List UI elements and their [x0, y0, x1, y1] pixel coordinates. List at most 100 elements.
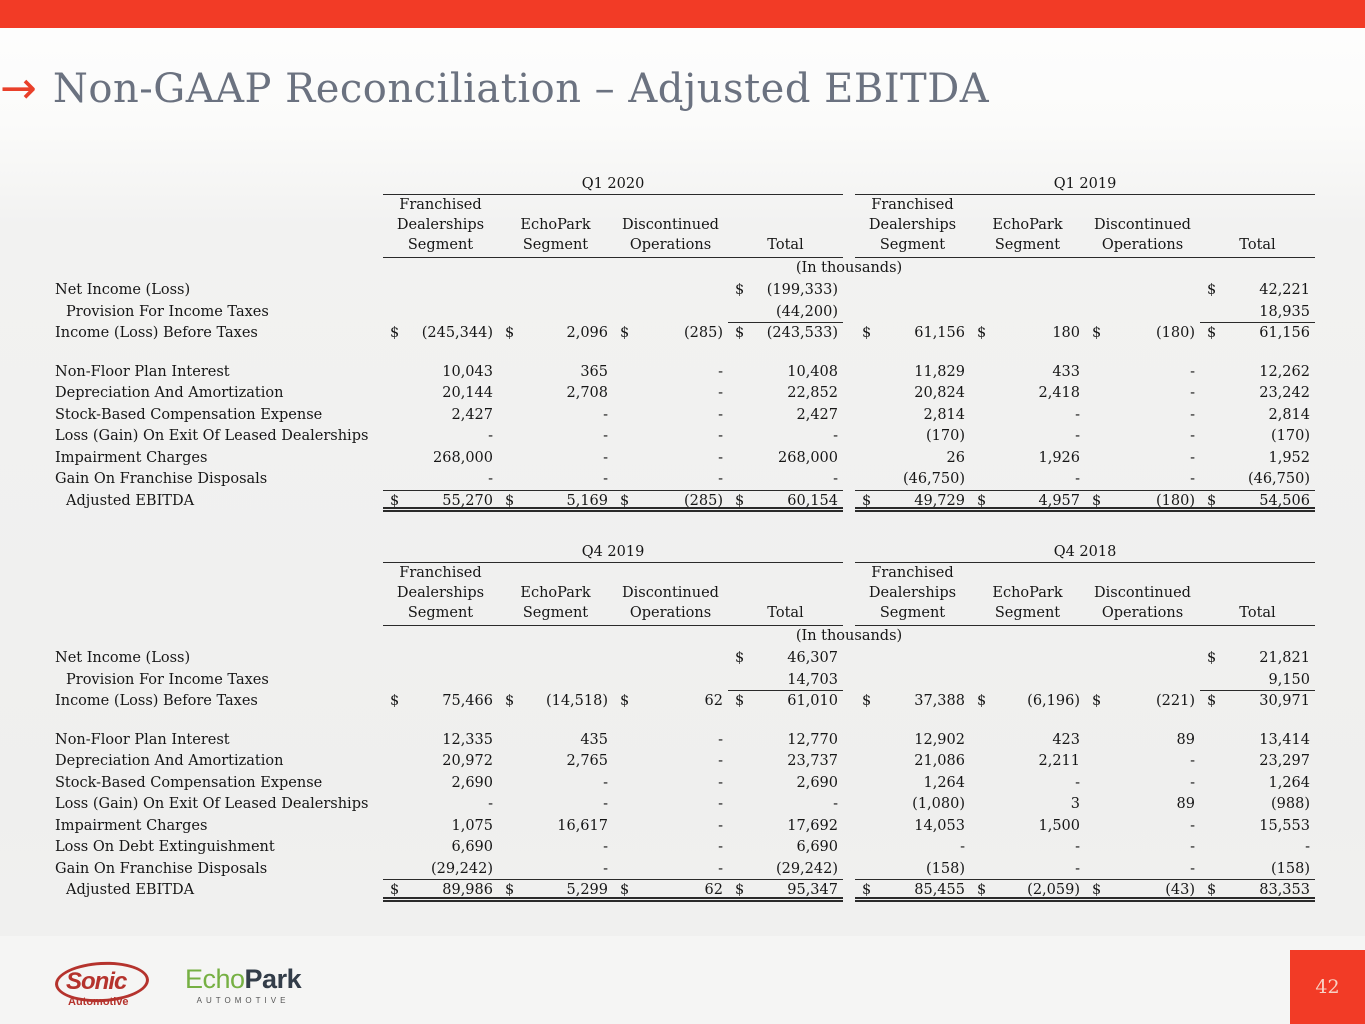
column-header-line: Discontinued — [622, 217, 719, 233]
value-cell — [613, 280, 728, 302]
value-cell: (170) — [1200, 426, 1315, 448]
cell-value: - — [603, 471, 608, 487]
value-cell: 13,414 — [1200, 730, 1315, 752]
cell-value: - — [488, 471, 493, 487]
column-header: Discontinued Operations — [1085, 563, 1200, 625]
cell-value: 2,427 — [796, 406, 838, 423]
financial-table: Q4 2019 Q4 2018 Franchised Dealerships Segme… — [55, 543, 1315, 902]
top-accent-bar — [0, 0, 1365, 28]
value-cell — [855, 302, 970, 324]
value-cell: 268,000 — [728, 448, 843, 470]
cell-value: 423 — [1052, 731, 1080, 748]
value-cell: $21,821 — [1200, 648, 1315, 670]
dollar-sign: $ — [620, 325, 630, 341]
column-headers-group: Franchised Dealerships Segment EchoPark Segm… — [383, 563, 843, 626]
group-gap — [843, 469, 855, 491]
values-group: 14,053 1,500 - 15,553 — [855, 816, 1315, 838]
value-cell: - — [613, 730, 728, 752]
column-headers-group: Franchised Dealerships Segment EchoPark Segm… — [383, 195, 843, 258]
cell-value: 23,242 — [1259, 385, 1310, 401]
column-header-line: Segment — [522, 605, 589, 621]
values-group: 9,150 — [855, 670, 1315, 691]
footer-logos: Sonic Automotive EchoPark AUTOMOTIVE — [54, 959, 302, 1008]
cell-value: 20,824 — [914, 385, 965, 401]
cell-value: (170) — [926, 428, 965, 444]
cell-value: 15,553 — [1259, 817, 1310, 834]
value-cell: - — [613, 362, 728, 384]
value-cell: $62 — [613, 880, 728, 898]
cell-value: 23,737 — [787, 753, 838, 769]
row-label: Provision For Income Taxes — [66, 671, 269, 688]
values-group: 20,824 2,418 - 23,242 — [855, 383, 1315, 405]
period-label: Q1 2020 — [383, 175, 843, 195]
cell-value: - — [1190, 406, 1195, 423]
value-cell: - — [613, 469, 728, 490]
dollar-sign: $ — [977, 882, 987, 898]
value-cell: 11,829 — [855, 362, 970, 384]
dollar-sign: $ — [1207, 282, 1217, 298]
column-header-line: EchoPark — [992, 217, 1063, 233]
column-header-line: Operations — [629, 605, 712, 621]
table-row: Impairment Charges 1,075 16,617 - 17,692 14,0… — [55, 816, 1315, 838]
value-cell: 6,690 — [383, 837, 498, 859]
cell-value: (285) — [684, 325, 723, 341]
cell-value: (14,518) — [545, 693, 608, 709]
value-cell: $75,466 — [383, 691, 498, 713]
cell-value: 1,264 — [1268, 774, 1310, 791]
value-cell: 23,297 — [1200, 751, 1315, 773]
row-label: Stock-Based Compensation Expense — [55, 406, 323, 423]
cell-value: 1,926 — [1038, 449, 1080, 466]
dollar-sign: $ — [1207, 325, 1217, 341]
values-group: $21,821 — [855, 648, 1315, 670]
dollar-sign: $ — [1207, 693, 1217, 709]
row-label-spacer — [55, 626, 383, 648]
column-header-line: Segment — [522, 237, 589, 253]
cell-value: (2,059) — [1027, 882, 1080, 898]
cell-value: 6,690 — [796, 839, 838, 855]
cell-value: 4,957 — [1038, 492, 1080, 509]
value-cell: $61,156 — [855, 323, 970, 345]
value-cell: $ (245,344) — [383, 323, 498, 345]
value-cell — [383, 280, 498, 302]
cell-value: (46,750) — [1247, 471, 1310, 487]
sonic-logo: Sonic Automotive — [54, 959, 151, 1008]
value-cell: $49,729 — [855, 491, 970, 509]
cell-value: (245,344) — [421, 325, 493, 341]
column-header: Discontinued Operations — [613, 195, 728, 257]
cell-value: 89 — [1176, 796, 1195, 812]
value-cell: - — [613, 794, 728, 816]
column-header: Total — [728, 563, 843, 625]
dollar-sign: $ — [620, 882, 630, 898]
cell-value: 1,500 — [1038, 817, 1080, 834]
cell-value: - — [718, 449, 723, 466]
value-cell: 6,690 — [728, 837, 843, 859]
cell-value: - — [603, 428, 608, 444]
column-header-line: Operations — [1101, 237, 1184, 253]
value-cell — [1085, 280, 1200, 302]
group-gap — [843, 383, 855, 405]
cell-value: 26 — [946, 449, 965, 466]
column-header: Discontinued Operations — [613, 563, 728, 625]
table-row: Loss On Debt Extinguishment 6,690 - - 6,690 -… — [55, 837, 1315, 859]
value-cell: 12,902 — [855, 730, 970, 752]
cell-value: 365 — [580, 363, 608, 380]
column-header: Franchised Dealerships Segment — [855, 195, 970, 257]
cell-value: (988) — [1271, 796, 1310, 812]
value-cell: 89 — [1085, 730, 1200, 752]
value-cell: - — [970, 426, 1085, 448]
cell-value: 10,043 — [442, 363, 493, 380]
value-cell: - — [1085, 469, 1200, 490]
values-group: (44,200) — [383, 302, 843, 323]
cell-value: 83,353 — [1259, 882, 1310, 898]
cell-value: - — [718, 428, 723, 444]
values-group: $55,270 $5,169 $ (285) $60,154 — [383, 491, 843, 512]
dollar-sign: $ — [390, 492, 400, 509]
values-group: 2,690 - - 2,690 — [383, 773, 843, 795]
cell-value: 12,335 — [442, 731, 493, 748]
group-gap — [843, 302, 855, 324]
table-row: Gain On Franchise Disposals - - - - (46,750) -… — [55, 469, 1315, 491]
column-header: Franchised Dealerships Segment — [383, 563, 498, 625]
value-cell: $ (243,533) — [728, 323, 843, 345]
column-header: Total — [1200, 563, 1315, 625]
value-cell: - — [1085, 448, 1200, 470]
